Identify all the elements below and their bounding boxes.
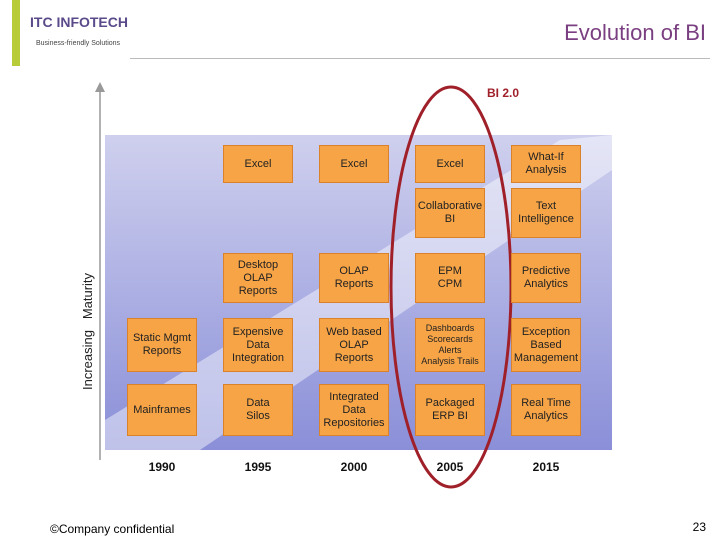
stage-box: Excel — [415, 145, 485, 183]
stage-box: Exception Based Management — [511, 318, 581, 372]
stage-box: Text Intelligence — [511, 188, 581, 238]
tagline: Business-friendly Solutions — [36, 40, 121, 47]
year-label: 2015 — [532, 460, 560, 474]
slide-title: Evolution of BI — [564, 20, 706, 45]
callout: BI 2.0 — [487, 86, 520, 100]
stage-box: Excel — [319, 145, 389, 183]
year-label: 1995 — [244, 460, 272, 474]
stage-box: Data Silos — [223, 384, 293, 436]
stage-box: EPM CPM — [415, 253, 485, 303]
stage-box: Real Time Analytics — [511, 384, 581, 436]
year-label: 2005 — [436, 460, 464, 474]
stage-box: Mainframes — [127, 384, 197, 436]
accent-bar — [12, 0, 20, 66]
header-rule — [130, 58, 710, 59]
stage-box: Collaborative BI — [415, 188, 485, 238]
year-label: 1990 — [148, 460, 176, 474]
stage-box: Desktop OLAP Reports — [223, 253, 293, 303]
stage-box: What-If Analysis — [511, 145, 581, 183]
logo: ITC INFOTECH — [30, 14, 128, 30]
stage-box: Static Mgmt Reports — [127, 318, 197, 372]
y-axis-arrow — [95, 82, 105, 92]
stage-box: Web based OLAP Reports — [319, 318, 389, 372]
stage-box: Excel — [223, 145, 293, 183]
page-number: 23 — [692, 520, 706, 534]
stage-box: Predictive Analytics — [511, 253, 581, 303]
y-axis-label: Increasing Maturity — [80, 272, 95, 390]
stage-box: Packaged ERP BI — [415, 384, 485, 436]
footer-note: ©Company confidential — [50, 522, 175, 536]
year-label: 2000 — [340, 460, 368, 474]
stage-box: Dashboards Scorecards Alerts Analysis Tr… — [415, 318, 485, 372]
stage-box: OLAP Reports — [319, 253, 389, 303]
stage-box: Expensive Data Integration — [223, 318, 293, 372]
stage-box: Integrated Data Repositories — [319, 384, 389, 436]
